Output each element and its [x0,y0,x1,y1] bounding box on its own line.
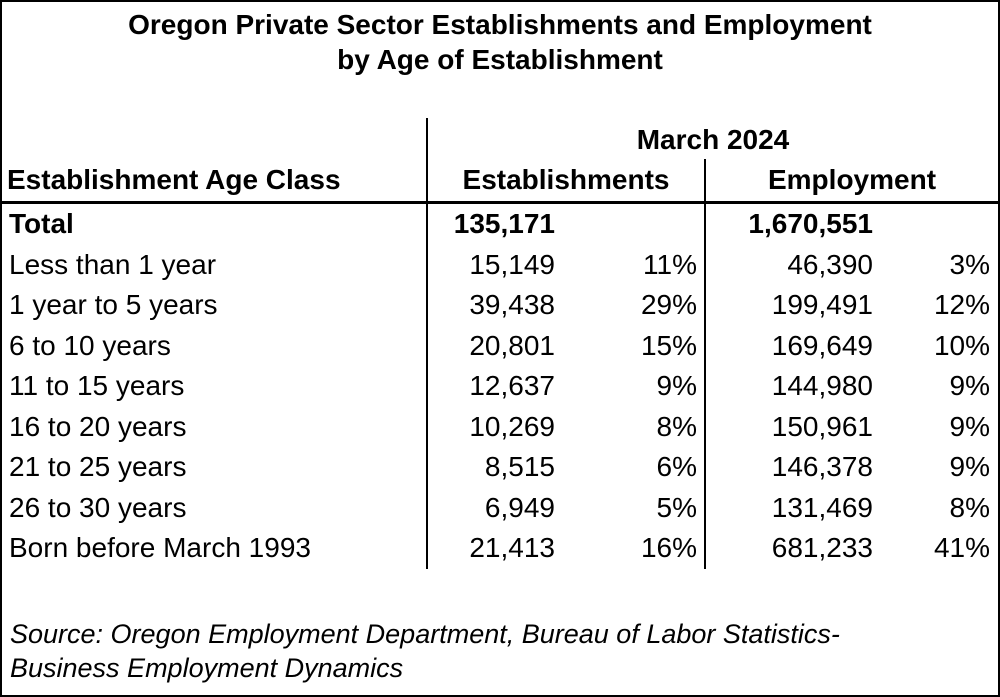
establishments-pct-cell: 5% [656,491,697,523]
establishments-pct-cell: 11% [643,248,697,280]
establishments-pct-cell: 29% [640,289,697,321]
employment-pct-cell: 41% [933,532,990,564]
column-header-employment: Employment [704,159,998,204]
employment-value-cell: 146,378 [704,447,873,488]
period-header: March 2024 [426,118,998,159]
employment-value-cell: 131,469 [704,487,873,528]
employment-pct-cell: 9% [949,370,990,402]
employment-value-cell: 1,670,551 [704,204,873,245]
source-note: Source: Oregon Employment Department, Bu… [2,617,998,685]
employment-value-cell: 199,491 [704,285,873,326]
establishments-pct-cell: 6% [656,451,697,483]
employment-pct-cell: 8% [949,491,990,523]
establishments-value-cell: 15,149 [426,244,555,285]
establishments-value-cell: 21,413 [426,528,555,569]
age-class-cell: 6 to 10 years [9,329,171,361]
source-note-line-1: Source: Oregon Employment Department, Bu… [10,618,840,649]
age-class-cell: 26 to 30 years [9,491,187,523]
source-note-line-2: Business Employment Dynamics [10,652,404,683]
establishments-pct-cell: 15% [640,329,697,361]
age-class-cell: 16 to 20 years [9,410,187,442]
employment-value-cell: 46,390 [704,244,873,285]
column-header-age-class: Establishment Age Class [2,159,426,204]
establishments-pct-cell: 8% [656,410,697,442]
establishments-value-cell: 6,949 [426,487,555,528]
column-header-establishments: Establishments [426,159,704,204]
employment-pct-cell: 10% [933,329,990,361]
employment-pct-cell: 9% [949,410,990,442]
establishments-pct-cell [555,204,704,245]
age-class-cell: 21 to 25 years [9,451,187,483]
establishments-pct-cell: 9% [656,370,697,402]
employment-pct-cell: 12% [933,289,990,321]
page-title-line-1: Oregon Private Sector Establishments and… [128,9,872,40]
age-class-cell: Total [9,208,74,240]
age-class-cell: Born before March 1993 [9,532,311,564]
age-class-cell: 1 year to 5 years [9,289,218,321]
establishments-value-cell: 8,515 [426,447,555,488]
employment-pct-cell: 9% [949,451,990,483]
establishments-value-cell: 135,171 [426,204,555,245]
establishments-value-cell: 20,801 [426,325,555,366]
data-table: March 2024 Establishment Age Class Estab… [2,118,998,569]
page-title: Oregon Private Sector Establishments and… [2,2,998,118]
employment-value-cell: 144,980 [704,366,873,407]
employment-pct-cell [873,204,998,245]
establishments-value-cell: 39,438 [426,285,555,326]
establishments-pct-cell: 16% [640,532,697,564]
establishments-value-cell: 12,637 [426,366,555,407]
employment-value-cell: 169,649 [704,325,873,366]
age-class-cell: 11 to 15 years [9,370,185,402]
establishments-value-cell: 10,269 [426,406,555,447]
period-row-spacer [2,118,426,159]
employment-pct-cell: 3% [949,248,990,280]
employment-value-cell: 150,961 [704,406,873,447]
age-class-cell: Less than 1 year [9,248,217,280]
employment-value-cell: 681,233 [704,528,873,569]
page-title-line-2: by Age of Establishment [337,44,663,75]
